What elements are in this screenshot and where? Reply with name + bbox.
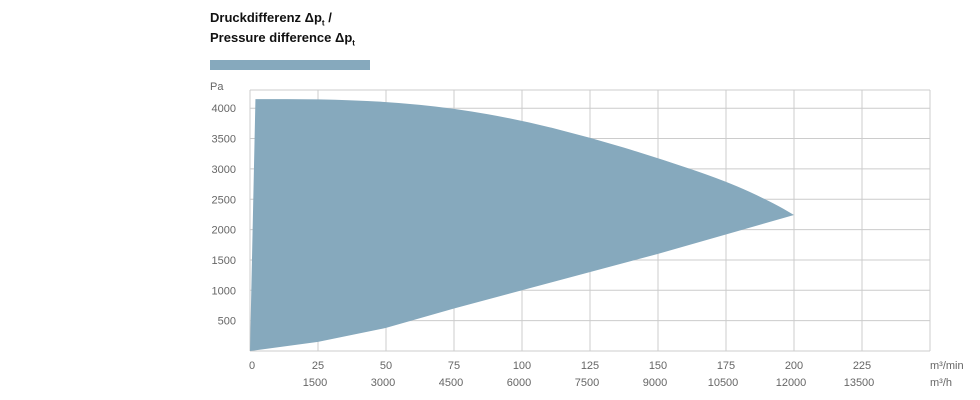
operating-range-area [250, 99, 794, 352]
x-tick-label: 125 [581, 360, 599, 372]
x-tick-label: 0 [249, 360, 255, 372]
y-tick-label: 4000 [212, 103, 236, 115]
x-secondary-tick-label: 4500 [439, 377, 463, 389]
legend-swatch [210, 60, 370, 70]
x-tick-label: 225 [853, 360, 871, 372]
y-tick-label: 3500 [212, 134, 236, 146]
y-tick-label: 500 [218, 316, 236, 328]
x-secondary-tick-label: 7500 [575, 377, 599, 389]
x-tick-label: 100 [513, 360, 531, 372]
y-axis-unit-label: Pa [210, 81, 224, 93]
x-tick-label: 50 [380, 360, 392, 372]
y-tick-label: 1500 [212, 255, 236, 267]
x-secondary-tick-label: 13500 [844, 377, 875, 389]
x-secondary-tick-label: 9000 [643, 377, 667, 389]
x-secondary-tick-label: 3000 [371, 377, 395, 389]
y-tick-label: 1000 [212, 285, 236, 297]
x-tick-label: 75 [448, 360, 460, 372]
x-axis-unit-primary: m³/min [930, 360, 964, 372]
x-secondary-tick-label: 6000 [507, 377, 531, 389]
title-line-1-subscript: t [321, 18, 325, 28]
title-line-2-subscript: t [352, 38, 355, 48]
x-secondary-tick-label: 12000 [776, 377, 807, 389]
x-secondary-tick-label: 10500 [708, 377, 739, 389]
y-tick-label: 2500 [212, 194, 236, 206]
chart-title: Druckdifferenz Δpt / Pressure difference… [210, 8, 355, 48]
x-axis-secondary-labels: 1500 3000 4500 6000 7500 9000 10500 12000 13500 [303, 377, 875, 389]
x-tick-label: 200 [785, 360, 803, 372]
x-axis-unit-secondary: m³/h [930, 377, 952, 389]
y-tick-label: 3000 [212, 164, 236, 176]
x-tick-label: 175 [717, 360, 735, 372]
title-line-2: Pressure difference Δpt [210, 30, 355, 48]
x-axis-labels: 0 25 50 75 100 125 150 175 200 225 [249, 360, 871, 372]
y-tick-label: 2000 [212, 225, 236, 237]
title-line-1: Druckdifferenz Δpt / [210, 10, 332, 28]
x-tick-label: 25 [312, 360, 324, 372]
x-secondary-tick-label: 1500 [303, 377, 327, 389]
x-tick-label: 150 [649, 360, 667, 372]
y-axis-labels: 500 1000 1500 2000 2500 3000 3500 4000 [212, 103, 236, 327]
